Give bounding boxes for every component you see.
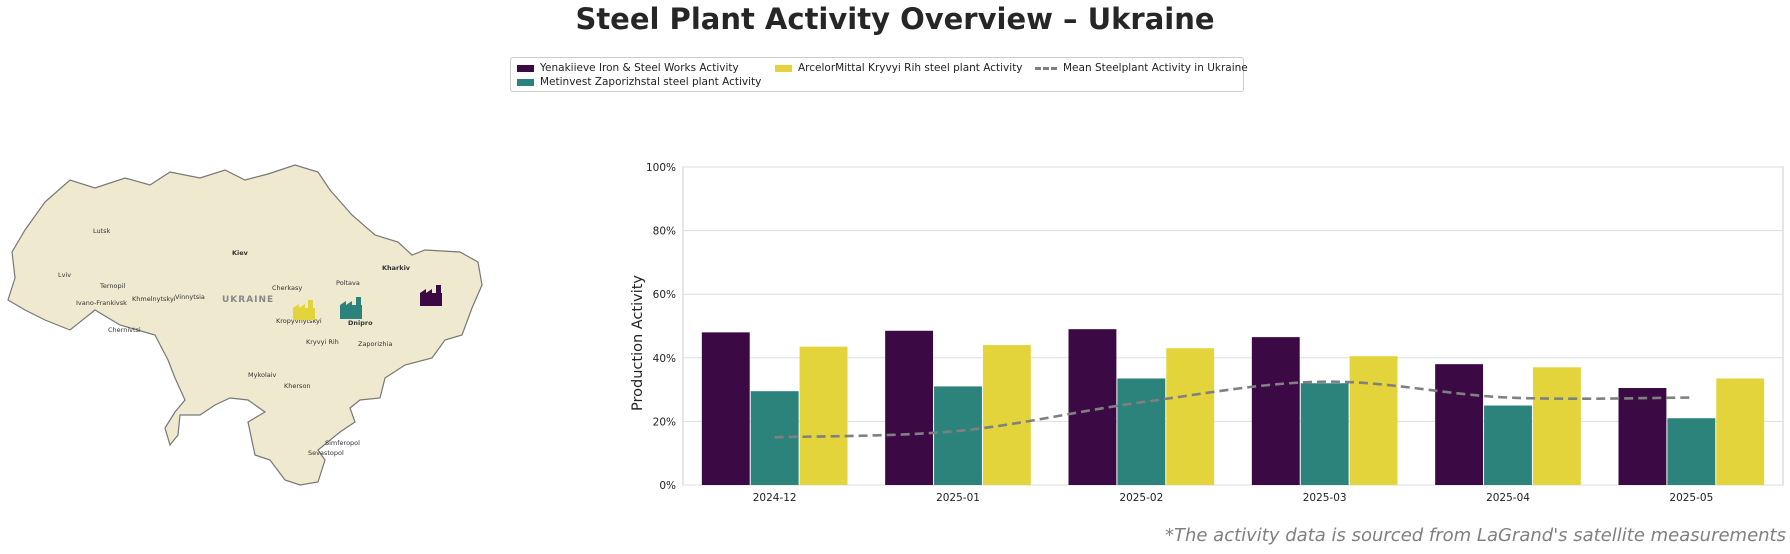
ukraine-outline [7, 164, 483, 486]
mean-line-series [774, 380, 1692, 439]
y-tick-label: 100% [646, 162, 676, 174]
city-kiev: Kiev [232, 249, 249, 257]
city-poltava: Poltava [336, 279, 360, 287]
city-kropyvnytskyi: Kropyvnytskyi [276, 317, 322, 325]
bar-0-2025-02 [1068, 329, 1117, 485]
bar-1-2025-01 [934, 386, 982, 485]
city-khmelnytskyi: Khmelnytskyi [132, 295, 176, 303]
map-city-labels: Lutsk Kiev Kharkiv Lviv Ternopil Khmelny… [58, 227, 411, 457]
mean-activity-line [774, 380, 1692, 439]
y-axis-label: Production Activity [630, 275, 646, 411]
city-cherkasy: Cherkasy [272, 284, 302, 292]
x-tick-label: 2025-05 [1669, 492, 1713, 504]
city-chernivtsi: Chernivtsi [108, 326, 141, 334]
x-tick-label: 2024-12 [753, 492, 797, 504]
legend-swatch-kryvyi-rih [775, 64, 792, 72]
y-tick-label: 60% [653, 289, 676, 301]
x-tick-label: 2025-03 [1303, 492, 1347, 504]
bar-1-2025-03 [1300, 383, 1349, 485]
bar-2-2025-01 [982, 345, 1031, 485]
bar-2-2024-12 [799, 346, 848, 485]
bar-1-2025-02 [1117, 378, 1166, 485]
data-source-footnote: *The activity data is sourced from LaGra… [1164, 525, 1786, 546]
map-country-label: UKRAINE [222, 295, 274, 305]
bar-0-2025-04 [1435, 364, 1484, 485]
legend-item-zaporizhstal: Metinvest Zaporizhstal steel plant Activ… [517, 76, 761, 88]
ukraine-map: Lutsk Kiev Kharkiv Lviv Ternopil Khmelny… [0, 160, 485, 490]
factory-icon [340, 297, 362, 319]
bar-2-2025-02 [1166, 348, 1215, 485]
city-dnipro: Dnipro [348, 319, 373, 327]
legend-item-kryvyi-rih: ArcelorMittal Kryvyi Rih steel plant Act… [775, 62, 1023, 74]
bar-series [701, 329, 1765, 485]
city-zaporizhia: Zaporizhia [358, 340, 392, 348]
legend-label-yenakiieve: Yenakiieve Iron & Steel Works Activity [540, 62, 739, 74]
y-tick-label: 80% [653, 226, 676, 238]
y-tick-label: 0% [659, 480, 676, 492]
x-tick-label: 2025-01 [936, 492, 980, 504]
city-vinnytsia: Vinnytsia [175, 293, 205, 301]
y-tick-label: 40% [653, 353, 676, 365]
city-lviv: Lviv [58, 271, 71, 279]
x-tick-label: 2025-02 [1119, 492, 1163, 504]
city-kherson: Kherson [284, 382, 311, 390]
bar-2-2025-03 [1349, 356, 1398, 485]
city-kharkiv: Kharkiv [382, 264, 411, 272]
city-simferopol: Simferopol [325, 439, 360, 447]
legend-label-mean: Mean Steelplant Activity in Ukraine [1063, 62, 1248, 74]
bar-0-2025-05 [1618, 388, 1667, 485]
city-lutsk: Lutsk [93, 227, 111, 235]
page-title: Steel Plant Activity Overview – Ukraine [575, 2, 1215, 36]
factory-icon [293, 300, 315, 320]
grid-lines [682, 166, 1784, 486]
city-ternopil: Ternopil [99, 282, 125, 290]
y-tick-label: 20% [653, 416, 676, 428]
bar-0-2025-03 [1251, 337, 1300, 485]
legend-label-zaporizhstal: Metinvest Zaporizhstal steel plant Activ… [540, 76, 762, 88]
city-mykolaiv: Mykolaiv [248, 371, 277, 379]
chart-legend: Yenakiieve Iron & Steel Works Activity M… [510, 57, 1248, 92]
bar-1-2025-05 [1667, 418, 1716, 485]
city-kryvyi-rih: Kryvyi Rih [306, 338, 339, 346]
bar-2-2025-04 [1532, 367, 1581, 485]
bar-0-2024-12 [701, 332, 750, 485]
legend-item-mean: Mean Steelplant Activity in Ukraine [1035, 62, 1248, 74]
bar-1-2025-04 [1484, 405, 1532, 485]
legend-dash-mean [1035, 66, 1057, 70]
city-ivano-frankivsk: Ivano-Frankivsk [76, 299, 127, 307]
activity-bar-chart: 0% 20% 40% 60% 80% 100% 2024-12 2025-01 2025-02 2… [630, 162, 1784, 504]
city-sevastopol: Sevastopol [308, 449, 344, 457]
legend-swatch-yenakiieve [517, 64, 534, 72]
axis-ticks: 0% 20% 40% 60% 80% 100% 2024-12 2025-01 2025-02 2… [646, 162, 1713, 504]
legend-item-yenakiieve: Yenakiieve Iron & Steel Works Activity [517, 62, 739, 74]
x-tick-label: 2025-04 [1486, 492, 1530, 504]
bar-2-2025-05 [1716, 378, 1765, 485]
bar-0-2025-01 [885, 330, 934, 485]
legend-swatch-zaporizhstal [517, 78, 534, 86]
factory-icon [420, 285, 442, 306]
legend-label-kryvyi-rih: ArcelorMittal Kryvyi Rih steel plant Act… [798, 62, 1023, 74]
